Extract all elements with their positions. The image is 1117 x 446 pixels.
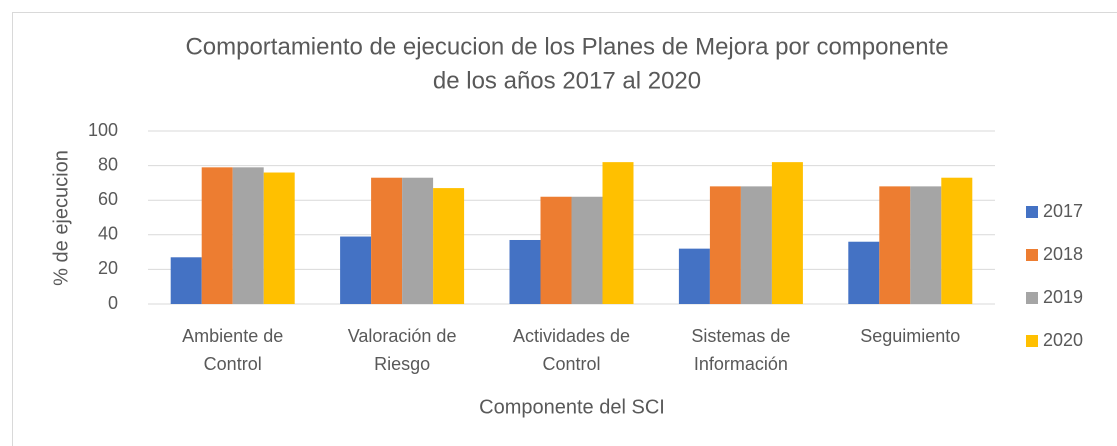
legend-label: 2017 [1043,201,1083,221]
y-tick-label: 100 [88,120,118,140]
bar [232,167,264,304]
bar [879,186,911,304]
x-tick-label: Información [694,354,788,374]
x-tick-label: Control [542,354,600,374]
bar [941,177,973,304]
legend-swatch [1026,335,1038,347]
legend-label: 2018 [1043,244,1083,264]
legend-label: 2020 [1043,330,1083,350]
x-tick-label: Sistemas de [691,326,790,346]
bar [848,241,880,304]
x-tick-label: Valoración de [348,326,457,346]
y-tick-label: 60 [98,189,118,209]
y-tick-label: 80 [98,154,118,174]
bar [740,186,772,304]
bar [602,162,634,304]
bar [170,257,202,304]
x-tick-label: Actividades de [513,326,630,346]
chart-title: Comportamiento de ejecucion de los Plane… [185,33,948,60]
bar [263,172,295,304]
bar [340,236,372,304]
legend-label: 2019 [1043,287,1083,307]
legend-swatch [1026,292,1038,304]
bar [678,248,710,304]
chart-title: de los años 2017 al 2020 [433,67,701,94]
bar [201,167,233,304]
x-tick-label: Seguimiento [860,326,960,346]
x-tick-label: Control [204,354,262,374]
y-tick-label: 20 [98,258,118,278]
bar [509,239,541,304]
legend-swatch [1026,249,1038,261]
x-tick-label: Ambiente de [182,326,283,346]
x-tick-label: Riesgo [374,354,430,374]
bar [571,196,603,304]
bar [709,186,741,304]
x-axis-label: Componente del SCI [479,396,665,418]
bar [433,188,465,304]
y-tick-label: 40 [98,224,118,244]
bar [540,196,572,304]
bar [371,177,403,304]
legend-swatch [1026,206,1038,218]
bar [771,162,803,304]
y-axis-label: % de ejecucion [50,150,72,286]
bar [402,177,434,304]
bar [910,186,942,304]
y-tick-label: 0 [108,293,118,313]
